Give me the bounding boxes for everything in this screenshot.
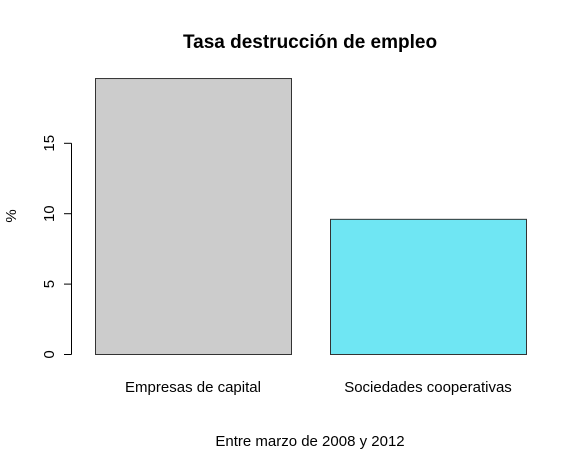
x-axis-label: Entre marzo de 2008 y 2012 <box>215 433 404 450</box>
y-axis-label: % <box>3 209 20 222</box>
category-label-2: Sociedades cooperativas <box>344 379 512 396</box>
category-labels: Empresas de capital Sociedades cooperativ… <box>125 379 512 396</box>
bar-1 <box>95 78 292 355</box>
y-tick-label-15: 15 <box>41 135 58 152</box>
y-tick-label-0: 0 <box>41 350 58 358</box>
bar-2 <box>330 218 527 355</box>
y-tick-label-10: 10 <box>41 205 58 222</box>
category-label-1: Empresas de capital <box>125 379 261 396</box>
chart-title: Tasa destrucción de empleo <box>183 32 437 53</box>
bars-group <box>95 78 527 355</box>
y-tick-label-5: 5 <box>41 280 58 288</box>
y-axis: 0 5 10 15 <box>41 135 72 359</box>
